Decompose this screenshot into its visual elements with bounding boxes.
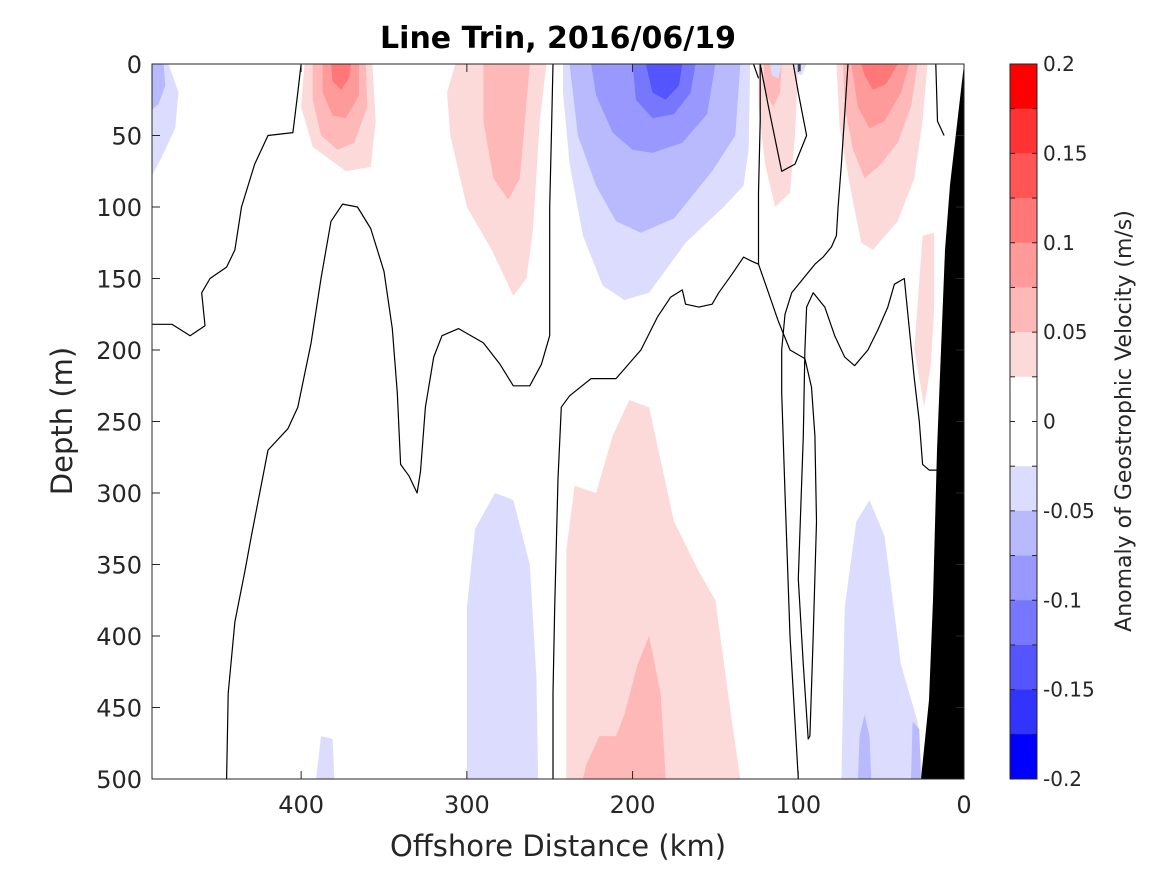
zero-contour-line: [752, 64, 760, 79]
plot-background: [152, 64, 964, 779]
contour-fill-region: [316, 736, 335, 779]
zero-contour-line: [935, 64, 945, 136]
y-tick-label: 0: [127, 51, 142, 79]
colorbar-bin: [1010, 64, 1037, 110]
colorbar-bin: [1010, 376, 1037, 422]
colorbar-bin: [1010, 734, 1037, 780]
colorbar-tick-label: -0.05: [1043, 499, 1095, 523]
contour-fill-region: [582, 636, 666, 779]
y-tick-label: 400: [96, 623, 142, 651]
zero-contour-lines: [152, 64, 945, 779]
colorbar-bin: [1010, 153, 1037, 199]
contour-fill-region: [758, 64, 799, 207]
y-tick-label: 250: [96, 409, 142, 437]
colorbar-tick-label: -0.1: [1043, 588, 1082, 612]
zero-contour-line: [226, 64, 554, 779]
x-tick-label: 200: [610, 791, 656, 819]
contour-fill-region: [331, 64, 351, 90]
x-axis-label: Offshore Distance (km): [390, 829, 726, 863]
colorbar-bin: [1010, 242, 1037, 288]
contour-fill-region: [911, 721, 921, 779]
zero-contour-line: [552, 64, 761, 779]
contour-fill-region: [466, 493, 539, 779]
contour-fill-region: [483, 64, 530, 200]
contour-fill-region: [322, 64, 360, 119]
colorbar-label: Anomaly of Geostrophic Velocity (m/s): [1112, 210, 1137, 632]
colorbar: 0.2 0.15 0.1 0.05 0 -0.05 -0.1 -0.15 -0.2: [1009, 52, 1095, 791]
zero-contour-line: [781, 64, 849, 779]
colorbar-bin: [1010, 600, 1037, 646]
x-tick-label: 400: [278, 791, 324, 819]
y-tick-label: 500: [96, 766, 142, 794]
contour-fill-region: [851, 64, 910, 129]
y-tick-label: 450: [96, 695, 142, 723]
colorbar-bin: [1010, 198, 1037, 244]
contour-fill-region: [861, 64, 898, 90]
x-tick-label: 0: [956, 791, 971, 819]
contour-fill-region: [914, 232, 935, 408]
colorbar-bin: [1010, 466, 1037, 512]
colorbar-bin: [1010, 287, 1037, 333]
contour-fill-region: [566, 400, 741, 779]
velocity-contour-fills: [152, 64, 935, 779]
colorbar-tick-label: 0: [1043, 410, 1056, 434]
y-tick-label: 150: [96, 266, 142, 294]
y-axis: 0 50 100 150 200 250 300 350 400 450 500: [96, 51, 964, 794]
x-tick-label: 100: [775, 791, 821, 819]
colorbar-tick-label: -0.15: [1043, 678, 1095, 702]
x-axis: 400 300 200 100 0: [278, 64, 972, 819]
y-tick-label: 100: [96, 194, 142, 222]
contour-fill-region: [841, 500, 923, 779]
y-tick-label: 200: [96, 337, 142, 365]
y-tick-label: 50: [111, 123, 142, 151]
contour-fill-region: [857, 714, 872, 779]
contour-fill-region: [645, 64, 683, 100]
y-tick-label: 300: [96, 480, 142, 508]
contour-fill-region: [152, 64, 166, 110]
colorbar-frame: [1009, 63, 1038, 780]
colorbar-bin: [1010, 689, 1037, 735]
colorbar-bin: [1010, 108, 1037, 154]
colorbar-tick-label: 0.15: [1043, 141, 1088, 165]
colorbar-tick-label: 0.05: [1043, 320, 1088, 344]
contour-fill-region: [770, 64, 782, 79]
colorbar-tick-label: -0.2: [1043, 767, 1082, 791]
plot-area: [151, 63, 965, 780]
zero-contour-line: [759, 64, 808, 172]
x-tick-label: 300: [444, 791, 490, 819]
chart-title: Line Trin, 2016/06/19: [380, 21, 736, 56]
colorbar-tick-label: 0.1: [1043, 231, 1075, 255]
y-axis-label: Depth (m): [45, 347, 79, 495]
zero-contour-line: [152, 64, 302, 337]
zero-contour-line: [757, 264, 940, 740]
colorbar-bin: [1010, 555, 1037, 601]
colorbar-bin: [1010, 510, 1037, 557]
topography: [921, 64, 964, 779]
colorbar-bin: [1010, 332, 1037, 378]
colorbar-bin: [1010, 644, 1037, 691]
colorbar-bin: [1010, 421, 1037, 467]
colorbar-tick-label: 0.2: [1043, 52, 1075, 76]
y-tick-label: 350: [96, 552, 142, 580]
